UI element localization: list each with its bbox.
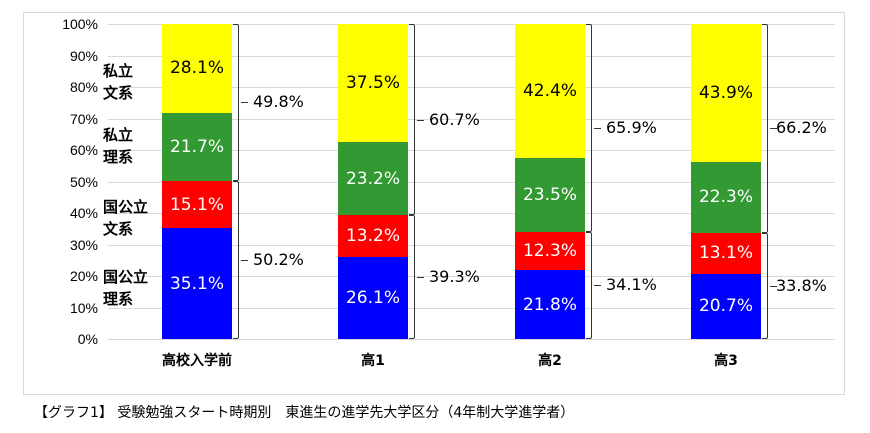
- series-inline-label: 私立 理系: [103, 124, 133, 168]
- gridline: [108, 276, 835, 277]
- brace-national: [409, 215, 415, 339]
- brace-tick: [417, 277, 424, 279]
- y-axis-tick-label: 20%: [69, 268, 98, 284]
- group-total-label: 60.7%: [429, 109, 480, 129]
- gridline: [108, 24, 835, 25]
- brace-private: [409, 24, 415, 216]
- series-label-line1: 国公立: [103, 198, 149, 216]
- brace-national: [233, 180, 239, 339]
- bar-segment: 13.2%: [338, 215, 408, 257]
- series-label-line1: 国公立: [103, 268, 149, 286]
- group-total-label: 33.8%: [776, 275, 827, 295]
- y-axis-tick-label: 60%: [69, 142, 98, 158]
- bar-segment: 20.7%: [691, 273, 761, 339]
- group-total-label: 34.1%: [606, 275, 657, 295]
- gridline: [108, 339, 835, 340]
- bar-segment: 26.1%: [338, 256, 408, 339]
- brace-tick: [241, 259, 248, 261]
- gridline: [108, 181, 835, 183]
- bar-segment: 37.5%: [338, 24, 408, 143]
- bar-segment: 21.7%: [162, 112, 232, 181]
- bar-segment: 43.9%: [691, 24, 761, 163]
- brace-private: [762, 24, 768, 233]
- x-axis-category-label: 高3: [714, 353, 738, 369]
- brace-tick: [770, 128, 777, 130]
- x-axis-category-label: 高校入学前: [162, 353, 232, 369]
- brace-private: [586, 24, 592, 232]
- group-total-label: 39.3%: [429, 267, 480, 287]
- gridline: [108, 118, 835, 120]
- series-label-line1: 私立: [103, 62, 134, 80]
- series-inline-label: 国公立 理系: [103, 266, 148, 310]
- group-total-label: 50.2%: [253, 249, 304, 269]
- y-axis-tick-label: 30%: [69, 236, 98, 253]
- brace-tick: [594, 127, 601, 129]
- bar-segment: 21.8%: [515, 270, 585, 339]
- series-label-line1: 私立: [103, 126, 134, 144]
- gridline: [108, 55, 835, 57]
- series-label-line2: 文系: [103, 84, 134, 102]
- brace-tick: [417, 119, 424, 121]
- y-axis-tick-label: 90%: [69, 47, 98, 64]
- group-total-label: 65.9%: [606, 117, 657, 137]
- brace-tick: [770, 285, 777, 287]
- y-axis-tick-label: 0%: [77, 331, 98, 347]
- bar-segment: 12.3%: [515, 231, 585, 271]
- x-axis-category-label: 高1: [361, 353, 385, 369]
- bar-segment: 23.2%: [338, 142, 408, 216]
- chart-caption: 【グラフ1】 受験勉強スタート時期別 東進生の進学先大学区分（4年制大学進学者）: [34, 405, 575, 421]
- x-axis-category-label: 高2: [538, 353, 562, 369]
- bar-segment: 23.5%: [515, 157, 585, 232]
- group-total-label: 66.2%: [776, 118, 827, 138]
- gridline: [108, 244, 835, 246]
- y-axis-tick-label: 100%: [62, 16, 98, 32]
- y-axis-tick-label: 10%: [69, 299, 98, 316]
- gridline: [108, 213, 835, 214]
- bar-segment: 42.4%: [515, 24, 585, 158]
- brace-tick: [241, 102, 248, 104]
- series-label-line2: 理系: [103, 290, 134, 308]
- series-inline-label: 私立 文系: [103, 60, 133, 104]
- bar-segment: 15.1%: [162, 180, 232, 229]
- y-axis-tick-label: 40%: [69, 205, 98, 221]
- brace-tick: [594, 285, 601, 287]
- y-axis-tick-label: 50%: [69, 173, 98, 190]
- group-total-label: 49.8%: [253, 92, 304, 112]
- series-inline-label: 国公立 文系: [103, 196, 148, 240]
- bar-segment: 22.3%: [691, 162, 761, 233]
- gridline: [108, 87, 835, 88]
- series-label-line2: 文系: [103, 220, 134, 238]
- bar-segment: 35.1%: [162, 228, 232, 339]
- gridline: [108, 307, 835, 309]
- bar-segment: 13.1%: [691, 232, 761, 274]
- gridline: [108, 150, 835, 151]
- bar-segment: 28.1%: [162, 24, 232, 113]
- brace-national: [762, 232, 768, 339]
- y-axis-tick-label: 80%: [69, 79, 98, 95]
- y-axis-tick-label: 70%: [69, 110, 98, 127]
- brace-private: [233, 24, 239, 181]
- series-label-line2: 理系: [103, 148, 134, 166]
- brace-national: [586, 231, 592, 339]
